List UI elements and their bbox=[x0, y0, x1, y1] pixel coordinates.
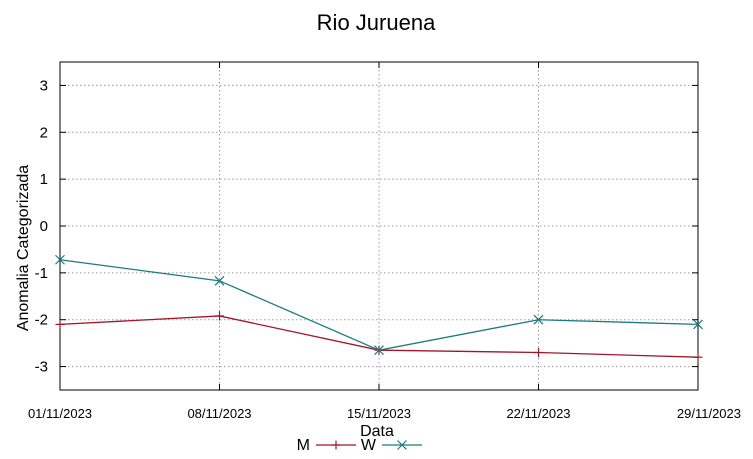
legend-marker-m bbox=[331, 440, 341, 450]
data-point-w bbox=[374, 345, 384, 356]
data-point-m bbox=[55, 319, 65, 329]
x-tick-label: 08/11/2023 bbox=[187, 406, 251, 421]
legend-label-m: M bbox=[297, 437, 310, 454]
grid bbox=[60, 62, 698, 390]
marker-stroke bbox=[533, 314, 544, 325]
data-point-w bbox=[214, 275, 225, 286]
legend-item-m: M bbox=[297, 437, 356, 454]
y-tick-label: 1 bbox=[40, 171, 48, 188]
x-tick-label: 01/11/2023 bbox=[28, 406, 92, 421]
series-line-w bbox=[59, 259, 699, 351]
x-tick-label: 22/11/2023 bbox=[506, 406, 570, 421]
data-point-m bbox=[534, 348, 543, 358]
data-point-w bbox=[693, 319, 703, 330]
x-tick-label: 15/11/2023 bbox=[347, 406, 411, 421]
marker-stroke bbox=[214, 275, 225, 286]
marker-stroke bbox=[693, 319, 703, 330]
chart-title: Rio Juruena bbox=[317, 10, 436, 35]
y-tick-label: -3 bbox=[35, 359, 48, 376]
data-point-m bbox=[215, 311, 224, 321]
legend-item-w: W bbox=[361, 437, 422, 454]
y-tick-label: -1 bbox=[35, 265, 48, 282]
x-axis: 01/11/2023 08/11/2023 15/11/2023 22/11/2023… bbox=[28, 62, 741, 421]
y-tick-label: 2 bbox=[40, 124, 48, 141]
x-tick-label: 29/11/2023 bbox=[677, 406, 741, 421]
marker-stroke bbox=[374, 345, 384, 356]
legend-label-w: W bbox=[361, 437, 377, 454]
y-axis: 3 2 1 0 -1 -2 -3 bbox=[35, 77, 698, 376]
y-axis-label: Anomalia Categorizada bbox=[15, 165, 32, 331]
x-axis-label: Data bbox=[360, 423, 394, 440]
y-tick-label: -2 bbox=[35, 312, 48, 329]
data-point-w bbox=[55, 254, 65, 265]
legend-marker-w bbox=[397, 440, 407, 450]
y-tick-label: 0 bbox=[40, 218, 48, 235]
series-group bbox=[55, 254, 703, 362]
marker-stroke bbox=[397, 440, 407, 450]
y-tick-label: 3 bbox=[40, 77, 48, 94]
marker-stroke bbox=[55, 254, 65, 265]
data-point-w bbox=[533, 314, 544, 325]
data-point-m bbox=[693, 352, 703, 362]
